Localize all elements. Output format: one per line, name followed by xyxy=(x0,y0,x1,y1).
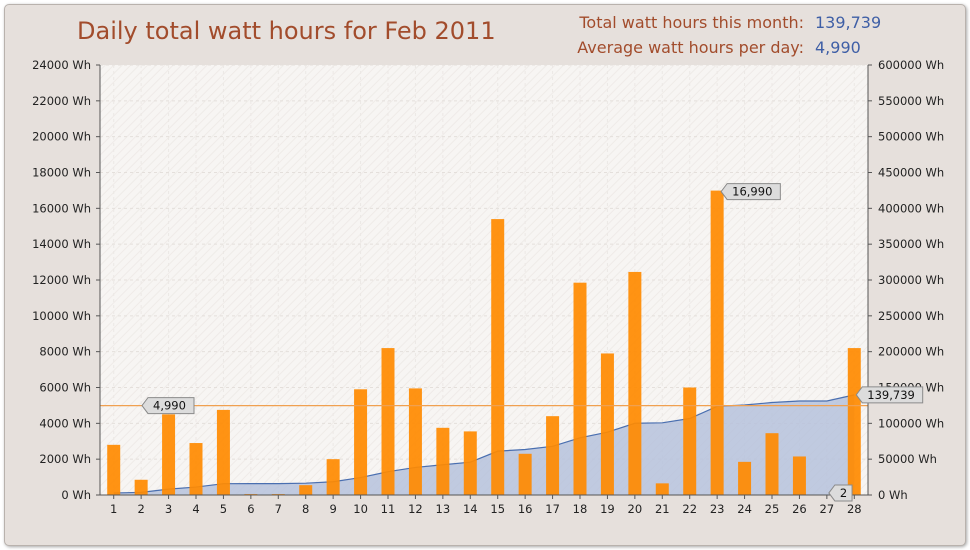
bar-day-23 xyxy=(710,190,724,496)
y2-tick-label: 100000 Wh xyxy=(878,416,944,430)
bar-day-12 xyxy=(408,388,422,495)
min-day-callout: 2 xyxy=(828,484,853,502)
cumulative-callout: 139,739 xyxy=(855,386,924,404)
x-tick-label: 22 xyxy=(682,502,697,516)
x-tick-label: 6 xyxy=(247,502,254,516)
bar-day-3 xyxy=(162,414,176,495)
x-tick-label: 17 xyxy=(545,502,560,516)
x-tick-label: 26 xyxy=(792,502,807,516)
x-tick-label: 21 xyxy=(655,502,670,516)
y-tick-label: 24000 Wh xyxy=(32,58,91,72)
y2-tick-label: 450000 Wh xyxy=(878,166,944,180)
y2-tick-label: 600000 Wh xyxy=(878,58,944,72)
y-tick-label: 2000 Wh xyxy=(39,452,91,466)
total-value: 139,739 xyxy=(815,13,882,32)
x-tick-label: 27 xyxy=(820,502,835,516)
bar-day-19 xyxy=(600,353,614,495)
average-callout-text: 4,990 xyxy=(153,399,186,413)
bar-day-22 xyxy=(683,387,697,495)
max-day-callout-box xyxy=(720,183,781,201)
y2-tick-label: 200000 Wh xyxy=(878,345,944,359)
y-tick-label: 20000 Wh xyxy=(32,130,91,144)
y2-tick-label: 550000 Wh xyxy=(878,94,944,108)
bar-day-5 xyxy=(216,409,230,495)
bar-day-11 xyxy=(381,348,395,495)
bar-day-2 xyxy=(134,479,148,495)
bar-day-14 xyxy=(463,431,477,495)
y-tick-label: 10000 Wh xyxy=(32,309,91,323)
bar-day-20 xyxy=(628,271,642,495)
bar-day-9 xyxy=(326,459,340,495)
bar-day-15 xyxy=(491,219,505,496)
x-tick-label: 18 xyxy=(573,502,588,516)
cumulative-area xyxy=(113,394,855,495)
max-day-callout: 16,990 xyxy=(720,183,781,201)
bar-day-16 xyxy=(518,453,532,495)
bar-day-1 xyxy=(107,444,121,495)
bar-day-18 xyxy=(573,282,587,495)
bar-day-4 xyxy=(189,443,203,495)
y2-tick-label: 400000 Wh xyxy=(878,201,944,215)
y-tick-label: 14000 Wh xyxy=(32,237,91,251)
cumulative-callout-text: 139,739 xyxy=(867,388,915,402)
x-tick-label: 7 xyxy=(275,502,282,516)
x-tick-label: 11 xyxy=(381,502,396,516)
average-label: Average watt hours per day: xyxy=(577,38,804,57)
x-tick-label: 2 xyxy=(137,502,144,516)
bar-day-10 xyxy=(354,389,368,495)
x-tick-label: 20 xyxy=(628,502,643,516)
y2-tick-label: 350000 Wh xyxy=(878,237,944,251)
y-tick-label: 4000 Wh xyxy=(39,416,91,430)
average-callout-box xyxy=(141,397,195,415)
x-tick-label: 19 xyxy=(600,502,615,516)
x-tick-label: 4 xyxy=(192,502,199,516)
bar-day-25 xyxy=(765,433,779,495)
chart-title: Daily total watt hours for Feb 2011 xyxy=(77,17,496,45)
y2-tick-label: 250000 Wh xyxy=(878,309,944,323)
y-tick-label: 6000 Wh xyxy=(39,381,91,395)
x-tick-label: 3 xyxy=(165,502,172,516)
y-tick-label: 22000 Wh xyxy=(32,94,91,108)
bar-day-26 xyxy=(792,456,806,495)
x-tick-label: 28 xyxy=(847,502,862,516)
bar-day-21 xyxy=(655,483,669,495)
average-value: 4,990 xyxy=(815,38,861,57)
max-day-callout-text: 16,990 xyxy=(732,185,772,199)
bar-day-24 xyxy=(738,461,752,495)
y-tick-label: 18000 Wh xyxy=(32,166,91,180)
y-tick-label: 0 Wh xyxy=(61,488,91,502)
x-tick-label: 1 xyxy=(110,502,117,516)
y2-tick-label: 500000 Wh xyxy=(878,130,944,144)
bar-day-8 xyxy=(299,485,313,495)
total-label: Total watt hours this month: xyxy=(579,13,804,32)
y2-tick-label: 50000 Wh xyxy=(878,452,937,466)
x-tick-label: 23 xyxy=(710,502,725,516)
x-tick-label: 5 xyxy=(220,502,227,516)
bar-day-28 xyxy=(847,348,861,495)
x-tick-label: 14 xyxy=(463,502,478,516)
x-tick-label: 13 xyxy=(436,502,451,516)
y2-tick-label: 300000 Wh xyxy=(878,273,944,287)
y2-tick-label: 0 Wh xyxy=(878,488,908,502)
x-tick-label: 12 xyxy=(408,502,423,516)
x-tick-label: 10 xyxy=(353,502,368,516)
y-tick-label: 8000 Wh xyxy=(39,345,91,359)
y-tick-label: 12000 Wh xyxy=(32,273,91,287)
x-tick-label: 24 xyxy=(737,502,752,516)
min-day-callout-text: 2 xyxy=(840,486,847,500)
x-tick-label: 9 xyxy=(329,502,336,516)
bar-day-13 xyxy=(436,427,450,495)
bar-day-17 xyxy=(546,416,560,495)
average-stat-row: Average watt hours per day: 4,990 xyxy=(0,38,970,60)
total-stat-row: Total watt hours this month: 139,739 xyxy=(0,13,970,35)
x-tick-label: 16 xyxy=(518,502,533,516)
y-tick-label: 16000 Wh xyxy=(32,201,91,215)
x-tick-label: 15 xyxy=(490,502,505,516)
x-tick-label: 8 xyxy=(302,502,309,516)
min-day-callout-box xyxy=(828,484,853,502)
average-callout: 4,990 xyxy=(141,397,195,415)
cumulative-callout-box xyxy=(855,386,924,404)
x-tick-label: 25 xyxy=(765,502,780,516)
